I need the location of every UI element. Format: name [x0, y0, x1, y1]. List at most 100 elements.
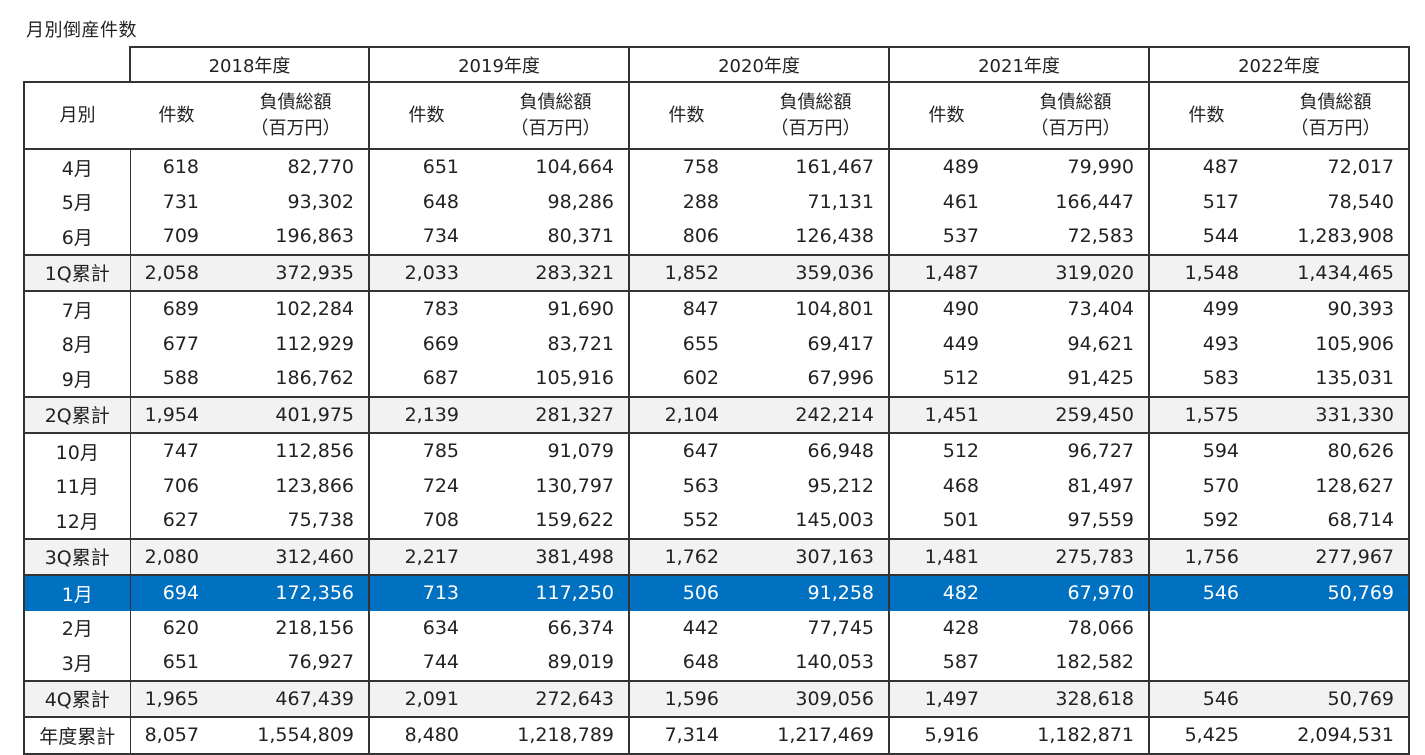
count-cell: 512	[942, 440, 979, 463]
count-cell: 1,481	[889, 537, 1003, 576]
amount-column-header: 負債総額 （百万円）	[483, 82, 630, 150]
year-header: 2021年度	[888, 46, 1150, 83]
row-label: 7月	[23, 291, 131, 327]
amount-cell: 272,643	[483, 679, 630, 718]
amount-cell: 140,053	[743, 645, 890, 681]
amount-cell: 69,417	[743, 326, 890, 361]
count-cell: 587	[942, 651, 979, 674]
amount-cell: 94,621	[1003, 326, 1150, 361]
amount-cell: 105,906	[1263, 326, 1410, 361]
count-cell: 758	[682, 156, 719, 179]
count-cell: 1,762	[629, 537, 743, 576]
column-header-row: 月別 件数 負債総額 （百万円） 件数 負債総額 （百万円） 件数 負債総額 （百万円） 件数 負債…	[23, 81, 1410, 150]
amount-cell: 126,438	[743, 219, 890, 255]
amount-cell: 96,727	[1003, 433, 1150, 469]
count-cell: 1,596	[629, 679, 743, 718]
amount-cell: 91,425	[1003, 361, 1150, 397]
count-cell: 1,548	[1149, 253, 1263, 292]
count-cell: 694	[130, 575, 223, 611]
count-cell: 487	[1202, 156, 1239, 179]
amount-cell: 128,627	[1263, 468, 1410, 503]
count-cell: 734	[422, 225, 459, 248]
amount-cell: 90,393	[1263, 291, 1410, 327]
count-cell: 546	[1149, 575, 1263, 611]
row-label: 3Q累計	[23, 537, 131, 576]
year-header: 2022年度	[1148, 46, 1410, 83]
count-cell: 1,756	[1149, 537, 1263, 576]
count-cell	[1149, 611, 1263, 646]
count-cell: 517	[1202, 190, 1239, 213]
amount-cell: 66,948	[743, 433, 890, 469]
amount-cell	[1263, 645, 1410, 681]
page-title: 月別倒産件数	[26, 20, 137, 41]
count-cell: 708	[422, 509, 459, 532]
count-column-header: 件数	[889, 82, 1003, 150]
count-column-header: 件数	[369, 82, 483, 150]
count-cell: 490	[942, 298, 979, 321]
amount-cell: 259,450	[1003, 395, 1150, 434]
row-label: 1月	[23, 575, 131, 611]
amount-header-line1: 負債総額	[519, 91, 592, 113]
count-cell: 747	[162, 440, 199, 463]
amount-column-header: 負債総額 （百万円）	[743, 82, 890, 150]
count-cell: 1,954	[130, 395, 223, 434]
count-cell: 706	[162, 474, 199, 497]
amount-column-header: 負債総額 （百万円）	[1003, 82, 1150, 150]
year-header: 2018年度	[129, 46, 370, 83]
count-cell: 651	[422, 156, 459, 179]
amount-cell: 172,356	[223, 575, 370, 611]
count-cell: 544	[1202, 225, 1239, 248]
table-row: 7月 689 102,284 783 91,690 847 104,801 490 73,404…	[23, 291, 1410, 327]
count-cell: 8,480	[369, 717, 483, 755]
count-cell: 627	[162, 509, 199, 532]
count-cell: 620	[162, 616, 199, 639]
count-cell: 506	[629, 575, 743, 611]
amount-cell: 80,626	[1263, 433, 1410, 469]
amount-cell: 182,582	[1003, 645, 1150, 681]
amount-cell: 81,497	[1003, 468, 1150, 503]
amount-cell: 372,935	[223, 253, 370, 292]
count-cell: 594	[1202, 440, 1239, 463]
amount-cell: 331,330	[1263, 395, 1410, 434]
table-row: 5月 731 93,302 648 98,286 288 71,131 461 166,447 5…	[23, 184, 1410, 219]
count-cell: 634	[422, 616, 459, 639]
amount-cell: 95,212	[743, 468, 890, 503]
amount-column-header: 負債総額 （百万円）	[223, 82, 370, 150]
count-cell: 783	[422, 298, 459, 321]
table-row: 年度累計 8,057 1,554,809 8,480 1,218,789 7,314 1,2…	[23, 717, 1410, 755]
amount-header-line2: （百万円）	[1290, 117, 1381, 139]
table-row: 6月 709 196,863 734 80,371 806 126,438 537 72,583…	[23, 219, 1410, 255]
row-label: 4月	[23, 149, 131, 185]
amount-header-line1: 負債総額	[1039, 91, 1112, 113]
count-cell: 2,104	[629, 395, 743, 434]
count-cell: 592	[1202, 509, 1239, 532]
amount-cell: 281,327	[483, 395, 630, 434]
count-cell: 677	[162, 332, 199, 355]
amount-cell: 89,019	[483, 645, 630, 681]
amount-cell	[1263, 610, 1410, 645]
count-cell: 583	[1202, 367, 1239, 390]
amount-cell: 68,714	[1263, 503, 1410, 539]
amount-cell: 1,182,871	[1003, 717, 1150, 755]
amount-cell: 277,967	[1263, 537, 1410, 576]
amount-cell: 401,975	[223, 395, 370, 434]
count-cell: 7,314	[629, 717, 743, 755]
amount-cell: 73,404	[1003, 291, 1150, 327]
count-cell: 482	[889, 575, 1003, 611]
count-cell: 1,487	[889, 253, 1003, 292]
count-cell: 428	[942, 616, 979, 639]
amount-cell: 97,559	[1003, 503, 1150, 539]
amount-cell: 1,218,789	[483, 717, 630, 755]
count-cell: 648	[422, 190, 459, 213]
amount-cell: 309,056	[743, 679, 890, 718]
amount-header-line1: 負債総額	[779, 91, 852, 113]
amount-cell: 66,374	[483, 610, 630, 645]
corner-cell	[24, 47, 130, 82]
amount-cell: 145,003	[743, 503, 890, 539]
amount-cell: 67,996	[743, 361, 890, 397]
year-header: 2019年度	[368, 46, 630, 83]
amount-cell: 50,769	[1263, 679, 1410, 718]
amount-cell: 381,498	[483, 537, 630, 576]
count-cell: 1,497	[889, 679, 1003, 718]
month-column-header: 月別	[23, 81, 130, 150]
